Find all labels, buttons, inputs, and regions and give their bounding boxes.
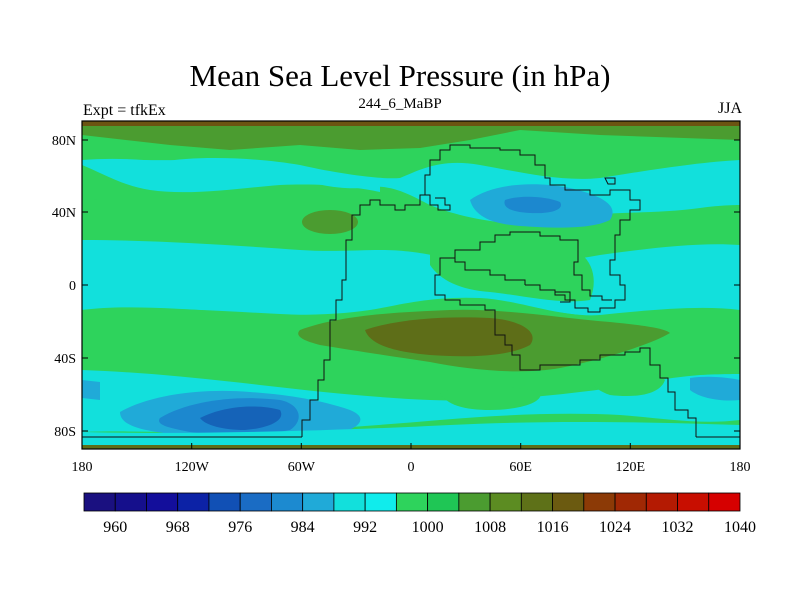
experiment-label: Expt = tfkEx: [83, 102, 166, 119]
season-label: JJA: [717, 100, 742, 117]
lat-label-40s: 40S: [54, 352, 76, 367]
chart-title: Mean Sea Level Pressure (in hPa): [189, 58, 611, 93]
colorbar-swatch: [177, 492, 210, 512]
lat-label-80s: 80S: [54, 425, 76, 440]
colorbar-label: 1032: [662, 519, 694, 536]
lat-label-40n: 40N: [52, 206, 76, 221]
colorbar-label: 992: [353, 519, 377, 536]
colorbar-swatch: [364, 492, 397, 512]
colorbar-swatch: [645, 492, 678, 512]
lon-label-120e: 120E: [616, 460, 646, 475]
lon-label-120w: 120W: [175, 460, 210, 475]
continent-outlines: [82, 144, 740, 438]
colorbar-swatch: [146, 492, 179, 512]
colorbar-swatch: [458, 492, 491, 512]
colorbar-labels: 960 968 976 984 992 1000 1008 1016 1024 1032 1040: [103, 519, 756, 536]
lat-label-0: 0: [69, 279, 76, 294]
colorbar-swatch: [427, 492, 460, 512]
colorbar-swatch: [520, 492, 553, 512]
lon-label-180w: 180: [72, 460, 93, 475]
colorbar-swatch: [83, 492, 116, 512]
colorbar-swatch: [395, 492, 429, 512]
colorbar-swatch: [239, 492, 272, 512]
colorbar-swatch: [114, 492, 147, 512]
field-north-edge: [82, 121, 740, 126]
lon-label-180e: 180: [730, 460, 751, 475]
lat-label-80n: 80N: [52, 134, 76, 149]
lat-ticks: [82, 139, 740, 432]
colorbar: [83, 492, 741, 512]
lon-label-0: 0: [408, 460, 415, 475]
colorbar-label: 1016: [537, 519, 569, 536]
field-south-high: [365, 317, 533, 357]
colorbar-swatch: [208, 492, 241, 512]
lon-ticks: [81, 443, 741, 449]
colorbar-swatch: [583, 492, 616, 512]
field-north-olive: [82, 121, 740, 150]
field-olive-blob: [302, 210, 358, 234]
colorbar-swatch: [677, 492, 710, 512]
colorbar-swatch: [614, 492, 647, 512]
colorbar-swatch: [708, 492, 741, 512]
period-label: 244_6_MaBP: [358, 96, 442, 112]
colorbar-swatch: [302, 492, 335, 512]
colorbar-label: 968: [166, 519, 190, 536]
colorbar-label: 984: [291, 519, 315, 536]
colorbar-label: 976: [228, 519, 252, 536]
colorbar-label: 1040: [724, 519, 756, 536]
lon-label-60e: 60E: [509, 460, 532, 475]
colorbar-swatch: [271, 492, 304, 512]
pressure-field: [82, 121, 740, 449]
colorbar-label: 1024: [599, 519, 631, 536]
colorbar-swatch: [552, 492, 585, 512]
colorbar-label: 1000: [412, 519, 444, 536]
colorbar-label: 1008: [474, 519, 506, 536]
lon-label-60w: 60W: [288, 460, 316, 475]
colorbar-swatch: [489, 492, 522, 512]
colorbar-label: 960: [103, 519, 127, 536]
colorbar-swatch: [333, 492, 366, 512]
